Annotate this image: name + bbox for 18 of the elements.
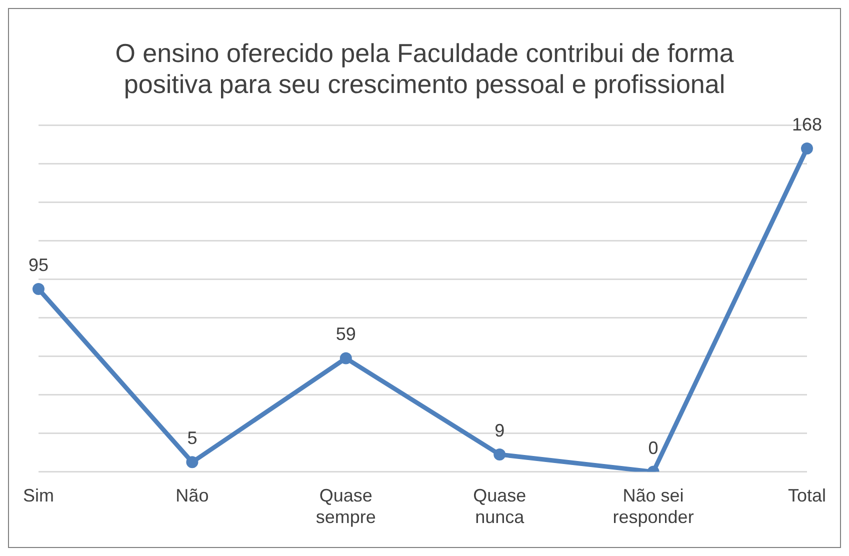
- x-tick-label: Quase nunca: [473, 486, 526, 528]
- x-tick-label: Não sei responder: [612, 486, 694, 528]
- data-label: 168: [792, 114, 822, 134]
- point: [800, 142, 813, 154]
- x-tick-label: Total: [788, 486, 826, 506]
- data-label: 59: [336, 324, 356, 344]
- chart-title: O ensino oferecido pela Faculdade contribui de forma positiva para seu crescimento pessoal e profissional: [115, 38, 734, 99]
- data-label: 5: [187, 428, 198, 448]
- x-tick-label: Sim: [23, 486, 54, 506]
- data-label: 95: [28, 254, 49, 275]
- point: [186, 456, 198, 468]
- data-label: 0: [648, 438, 658, 458]
- point: [340, 352, 352, 364]
- data-label: 9: [494, 420, 505, 440]
- point: [494, 448, 506, 460]
- x-tick-label: Quase sempre: [316, 486, 376, 528]
- x-tick-label: Não: [176, 486, 209, 506]
- point: [32, 282, 44, 295]
